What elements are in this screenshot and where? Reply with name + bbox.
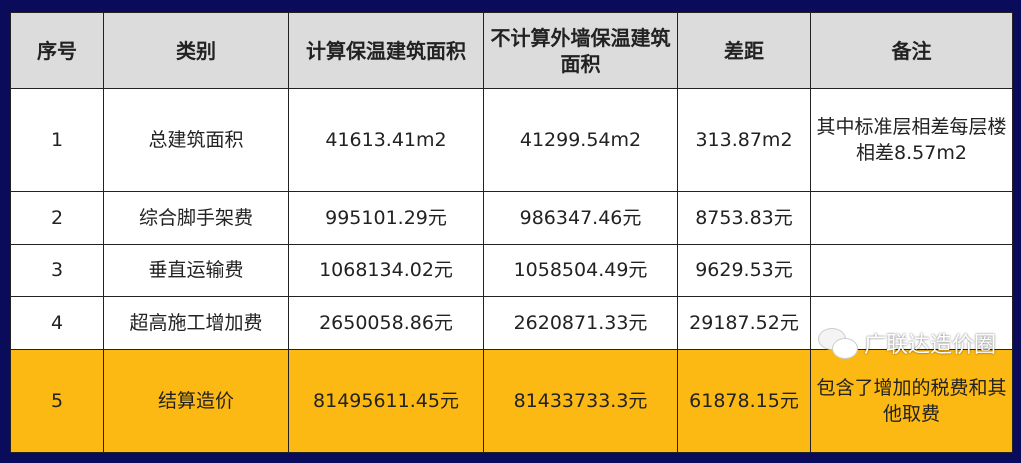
- header-remarks: 备注: [810, 12, 1013, 89]
- cell-with-insulation: 1068134.02元: [288, 243, 484, 298]
- cell-difference: 313.87m2: [677, 87, 811, 193]
- table-row: 1 总建筑面积 41613.41m2 41299.54m2 313.87m2 其…: [10, 87, 1013, 193]
- cell-index: 4: [10, 296, 104, 350]
- cell-category: 超高施工增加费: [103, 296, 289, 350]
- cell-remarks: [810, 243, 1013, 298]
- table-row: 3 垂直运输费 1068134.02元 1058504.49元 9629.53元: [10, 243, 1013, 298]
- header-with-insulation: 计算保温建筑面积: [288, 12, 484, 89]
- cell-index: 1: [10, 87, 104, 193]
- cell-remarks: 其中标准层相差每层楼相差8.57m2: [810, 87, 1013, 193]
- table-row: 4 超高施工增加费 2650058.86元 2620871.33元 29187.…: [10, 296, 1013, 350]
- wechat-icon: [818, 326, 858, 360]
- header-category: 类别: [103, 12, 289, 89]
- cell-difference: 29187.52元: [677, 296, 811, 350]
- header-row: 序号 类别 计算保温建筑面积 不计算外墙保温建筑面积 差距 备注: [10, 12, 1013, 89]
- cell-difference: 8753.83元: [677, 191, 811, 245]
- cell-without-insulation: 986347.46元: [483, 191, 678, 245]
- cell-category: 结算造价: [103, 348, 289, 454]
- cell-without-insulation: 81433733.3元: [483, 348, 678, 454]
- watermark: 广联达造价圈: [818, 326, 996, 360]
- cell-remarks: [810, 191, 1013, 245]
- cell-index: 5: [10, 348, 104, 454]
- cell-index: 3: [10, 243, 104, 298]
- cell-index: 2: [10, 191, 104, 245]
- header-difference: 差距: [677, 12, 811, 89]
- cell-without-insulation: 1058504.49元: [483, 243, 678, 298]
- header-without-insulation: 不计算外墙保温建筑面积: [483, 12, 678, 89]
- cell-with-insulation: 81495611.45元: [288, 348, 484, 454]
- cell-category: 总建筑面积: [103, 87, 289, 193]
- watermark-text: 广联达造价圈: [864, 333, 997, 358]
- cell-without-insulation: 41299.54m2: [483, 87, 678, 193]
- cell-with-insulation: 41613.41m2: [288, 87, 484, 193]
- cell-category: 综合脚手架费: [103, 191, 289, 245]
- cell-difference: 61878.15元: [677, 348, 811, 454]
- cell-category: 垂直运输费: [103, 243, 289, 298]
- total-row: 5 结算造价 81495611.45元 81433733.3元 61878.15…: [10, 348, 1013, 454]
- header-index: 序号: [10, 12, 104, 89]
- cost-comparison-table-frame: 序号 类别 计算保温建筑面积 不计算外墙保温建筑面积 差距 备注 1 总建筑面积…: [10, 12, 1013, 454]
- cell-without-insulation: 2620871.33元: [483, 296, 678, 350]
- table-row: 2 综合脚手架费 995101.29元 986347.46元 8753.83元: [10, 191, 1013, 245]
- cell-with-insulation: 995101.29元: [288, 191, 484, 245]
- cell-difference: 9629.53元: [677, 243, 811, 298]
- cell-with-insulation: 2650058.86元: [288, 296, 484, 350]
- cell-remarks: 包含了增加的税费和其他取费: [810, 348, 1013, 454]
- cost-comparison-table: 序号 类别 计算保温建筑面积 不计算外墙保温建筑面积 差距 备注 1 总建筑面积…: [10, 12, 1013, 454]
